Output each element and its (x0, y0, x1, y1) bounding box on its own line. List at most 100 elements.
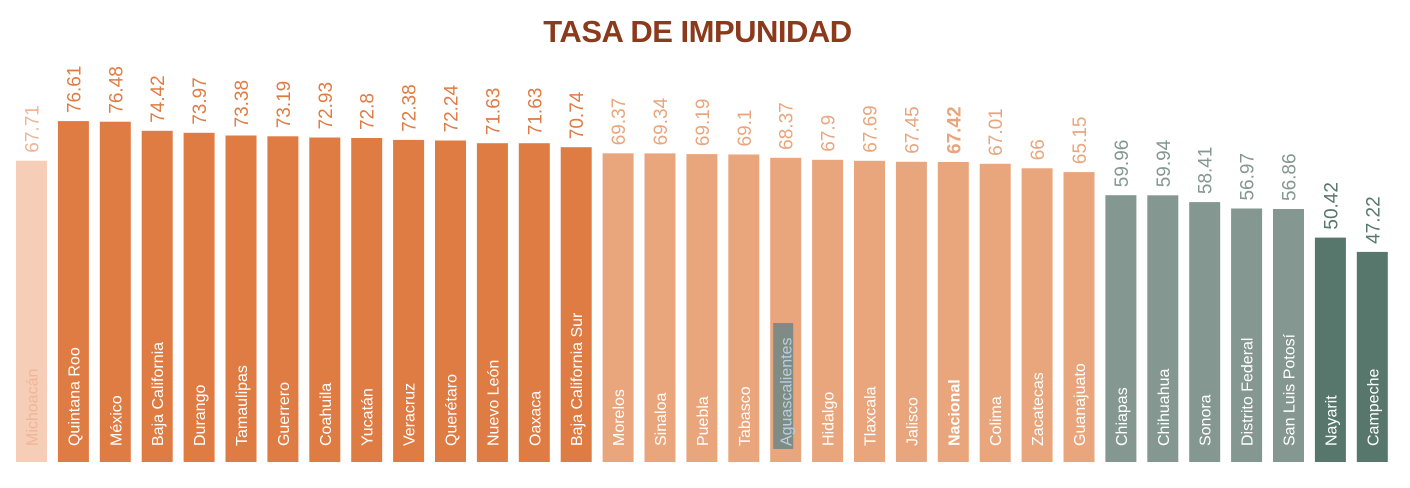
category-label: Puebla (695, 396, 712, 446)
category-label: Distrito Federal (1240, 338, 1257, 446)
bar (435, 140, 466, 462)
category-label: Nuevo León (485, 360, 502, 446)
category-label: Michoacán (25, 369, 42, 446)
bar (728, 154, 760, 462)
value-label: 67.01 (986, 108, 1007, 156)
value-label: 74.42 (148, 75, 169, 123)
category-label: Guanajuato (1072, 363, 1089, 446)
category-label: Tlaxcala (863, 386, 880, 446)
category-label: Yucatán (360, 388, 377, 446)
bar (1105, 195, 1137, 462)
category-label: Nayarit (1323, 395, 1340, 446)
category-label: Hidalgo (821, 392, 838, 446)
category-label-highlight (773, 323, 794, 449)
value-label: 73.19 (274, 81, 295, 129)
category-label: Chihuahua (1156, 369, 1173, 447)
bar (1231, 208, 1263, 462)
value-label: 69.19 (693, 99, 714, 147)
value-label: 71.63 (525, 88, 546, 136)
category-label: Chiapas (1114, 387, 1131, 446)
bar (1063, 172, 1095, 462)
category-label: México (108, 395, 125, 446)
value-label: 65.15 (1070, 117, 1091, 165)
bar (99, 121, 131, 462)
value-label: 56.86 (1280, 153, 1301, 201)
bar (476, 143, 508, 462)
category-label: Baja California (150, 342, 167, 446)
category-label: Sinaloa (653, 393, 670, 446)
value-label: 70.74 (567, 91, 588, 139)
bar (1356, 251, 1388, 462)
bar (225, 135, 257, 462)
bar (812, 159, 844, 463)
value-label: 69.37 (609, 98, 630, 146)
bar (1021, 168, 1053, 463)
bar (854, 160, 885, 463)
value-label: 59.96 (1112, 140, 1133, 188)
bar (602, 153, 634, 463)
bar (1147, 195, 1179, 463)
value-label: 76.48 (106, 66, 127, 114)
value-label: 58.41 (1196, 147, 1217, 195)
bar (979, 163, 1011, 463)
category-label: Tamaulipas (234, 365, 251, 446)
category-label: Tabasco (737, 386, 754, 446)
value-label: 67.69 (861, 105, 882, 153)
category-label: Colima (988, 396, 1005, 446)
category-label: Guerrero (276, 382, 293, 446)
value-label: 68.37 (777, 102, 798, 150)
category-label: Nacional (946, 379, 963, 446)
value-label: 59.94 (1154, 139, 1175, 187)
category-label: Quintana Roo (66, 347, 83, 446)
bar (518, 143, 550, 462)
category-label: Morelos (611, 389, 628, 446)
value-label: 67.71 (23, 105, 44, 153)
value-label: 72.38 (400, 84, 421, 132)
value-label: 72.93 (316, 82, 337, 130)
value-label: 76.61 (64, 66, 85, 114)
bar (1273, 209, 1304, 462)
bar (644, 153, 676, 462)
bar (351, 138, 383, 462)
bar (267, 136, 299, 463)
bar (937, 162, 969, 462)
category-label: Jalisco (904, 397, 921, 446)
value-label: 71.63 (483, 88, 504, 136)
category-label: Coahuila (318, 383, 335, 446)
category-label: Campeche (1365, 369, 1382, 446)
value-label: 47.22 (1363, 196, 1384, 244)
bar (393, 139, 425, 462)
value-label: 72.24 (442, 85, 463, 133)
chart-title: TASA DE IMPUNIDAD (543, 14, 852, 49)
value-label: 66 (1028, 139, 1049, 160)
value-label: 67.42 (944, 106, 965, 154)
bar (560, 147, 592, 462)
bar (183, 132, 215, 463)
bar (686, 154, 718, 462)
value-label: 73.97 (190, 77, 211, 125)
bar (1314, 237, 1346, 462)
category-label: Baja California Sur (569, 312, 586, 446)
category-label: Durango (192, 385, 209, 446)
category-label: Zacatecas (1030, 372, 1047, 446)
category-label: Querétaro (444, 374, 461, 446)
value-label: 67.9 (819, 115, 840, 152)
category-label: San Luis Potosí (1282, 333, 1299, 446)
bar (895, 161, 927, 463)
category-label: Oaxaca (527, 391, 544, 446)
value-label: 73.38 (232, 80, 253, 128)
bar (309, 137, 341, 462)
bar (16, 160, 47, 462)
value-label: 69.34 (651, 97, 672, 145)
category-label: Veracruz (402, 383, 419, 446)
value-label: 72.8 (358, 93, 379, 130)
bar (1189, 202, 1221, 462)
category-label: Aguascalientes (779, 337, 796, 446)
bar (57, 121, 89, 462)
bar (141, 130, 173, 463)
value-label: 50.42 (1321, 182, 1342, 230)
category-label: Sonora (1198, 394, 1215, 446)
value-label: 67.45 (902, 106, 923, 154)
